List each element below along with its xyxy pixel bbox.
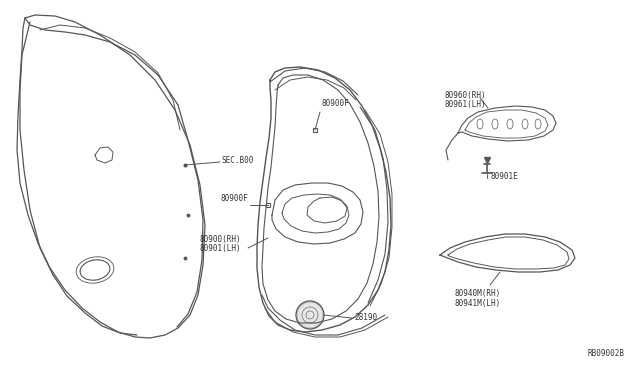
Text: SEC.B00: SEC.B00 (222, 155, 254, 164)
Text: 80960(RH): 80960(RH) (445, 91, 486, 100)
Text: 80900F: 80900F (322, 99, 349, 108)
Text: 28190: 28190 (354, 314, 377, 323)
Text: 80900(RH): 80900(RH) (200, 235, 242, 244)
Text: RB09002B: RB09002B (588, 349, 625, 358)
Text: 80961(LH): 80961(LH) (445, 100, 486, 109)
Text: 80901E: 80901E (491, 172, 519, 181)
Text: 80940M(RH): 80940M(RH) (455, 289, 501, 298)
Text: 80941M(LH): 80941M(LH) (455, 299, 501, 308)
Circle shape (297, 302, 323, 328)
Text: 80901(LH): 80901(LH) (200, 244, 242, 253)
Text: 80900F: 80900F (220, 194, 248, 203)
